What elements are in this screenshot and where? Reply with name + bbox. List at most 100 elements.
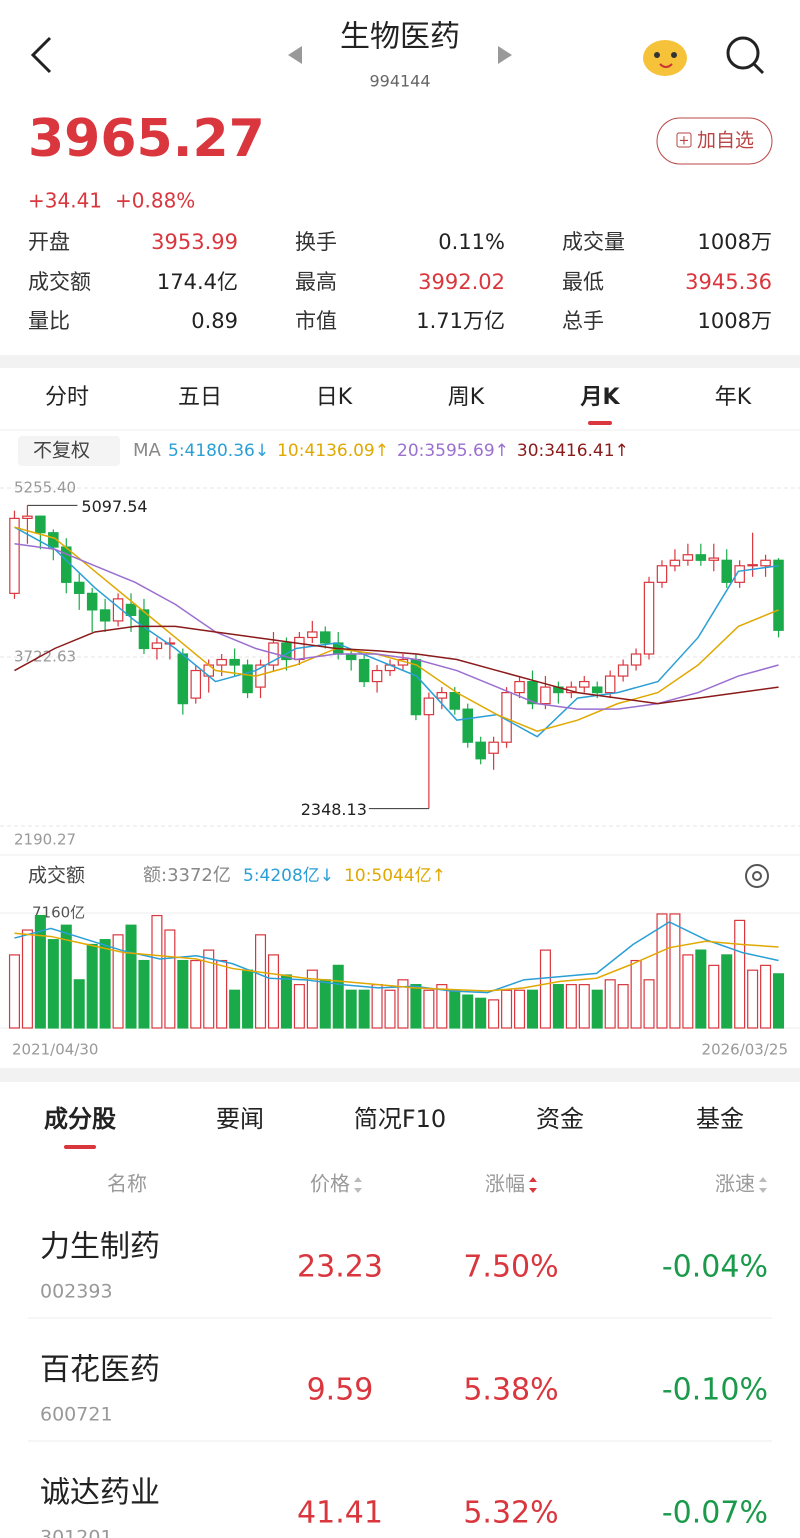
stock-price: 23.23 — [297, 1250, 383, 1285]
list-tab[interactable]: 资金 — [536, 1105, 584, 1133]
volume-ma-legend: 5:4208亿↓ — [243, 866, 334, 886]
candle-body — [682, 554, 694, 561]
ma-line — [14, 921, 779, 994]
ma-legend: 20:3595.69↑ — [397, 441, 509, 461]
ma-line — [14, 932, 779, 992]
candle-body — [436, 691, 448, 699]
ma-line — [14, 542, 779, 710]
x-tick-label: 2026/03/25 — [702, 1041, 788, 1059]
volume-bar — [99, 939, 111, 1029]
stat-label: 换手 — [295, 230, 337, 254]
candle-body — [22, 515, 33, 519]
period-tab[interactable]: 五日 — [178, 385, 222, 410]
list-tab[interactable]: 要闻 — [216, 1105, 264, 1133]
candle-body — [475, 741, 486, 760]
volume-bar — [358, 989, 370, 1029]
sort-icon — [759, 1177, 767, 1193]
volume-ma-legend: 10:5044亿↑ — [344, 866, 446, 886]
watch-button[interactable] — [656, 117, 773, 165]
adjust[interactable]: 不复权 — [33, 440, 90, 462]
volume-bar — [345, 989, 357, 1029]
settings-icon[interactable] — [745, 864, 769, 888]
period-tab[interactable]: 周K — [448, 385, 485, 410]
back-button[interactable] — [30, 36, 52, 74]
period-tab[interactable]: 日K — [316, 385, 353, 410]
volume-bar — [578, 984, 590, 1029]
y-tick-label: 3722.63 — [14, 648, 76, 666]
list-tab[interactable]: 简况F10 — [354, 1105, 446, 1133]
volume-bar — [229, 989, 241, 1029]
stock-name[interactable]: 力生制药 — [40, 1230, 160, 1265]
next-arrow[interactable] — [498, 46, 512, 64]
stat-label: 量比 — [28, 309, 70, 333]
period-tab[interactable]: 年K — [715, 385, 752, 410]
prev-arrow[interactable] — [288, 46, 302, 64]
candle-body — [35, 515, 46, 534]
volume-legend: 额:3372亿 — [143, 865, 231, 886]
list-header[interactable]: 涨速 — [715, 1172, 755, 1196]
candle-body — [371, 669, 383, 683]
tab-indicator — [64, 1145, 96, 1149]
sort-icon — [529, 1177, 537, 1193]
candle-body — [449, 691, 461, 710]
stat-value: 1008万 — [698, 309, 772, 333]
candle-body — [423, 697, 435, 716]
volume-bar — [280, 974, 292, 1029]
period-tab[interactable]: 分时 — [45, 385, 89, 410]
change: +34.41 — [28, 189, 102, 213]
ma-legend: 5:4180.36↓ — [168, 441, 269, 461]
list-header: 名称 — [107, 1172, 147, 1196]
volume-bar — [410, 984, 422, 1029]
adjust-box[interactable] — [18, 436, 120, 466]
candle-body — [229, 658, 240, 666]
volume-bar — [604, 979, 616, 1029]
volume-bar — [449, 989, 461, 1029]
stock-name[interactable]: 百花医药 — [40, 1353, 160, 1388]
list-header[interactable]: 价格 — [310, 1172, 350, 1196]
volume-bar — [630, 959, 642, 1029]
stock-speed: -0.10% — [662, 1373, 768, 1408]
list-header[interactable]: 涨幅 — [485, 1172, 525, 1196]
volume-title[interactable]: 成交额 — [28, 865, 85, 887]
candle-body — [242, 664, 253, 694]
period-tab[interactable]: 月K — [579, 385, 620, 410]
candle-body — [656, 565, 668, 583]
candle-body — [695, 554, 707, 561]
stock-name[interactable]: 诚达药业 — [40, 1476, 160, 1511]
stock-change: 7.50% — [463, 1250, 558, 1285]
stat-value: 174.4亿 — [157, 270, 238, 294]
list-tab[interactable]: 基金 — [696, 1105, 744, 1133]
candle-body — [151, 642, 163, 650]
search-button[interactable] — [726, 36, 765, 75]
candle-body — [760, 559, 771, 567]
title: 生物医药 — [340, 20, 460, 55]
volume-bar — [760, 964, 772, 1029]
volume-bar — [73, 979, 85, 1029]
volume-bar — [151, 914, 163, 1029]
volume-bar — [255, 934, 267, 1029]
mascot[interactable] — [643, 40, 687, 76]
candle-body — [747, 564, 758, 567]
volume-bar — [682, 954, 694, 1029]
volume-bar — [643, 979, 655, 1029]
volume-bar — [436, 984, 448, 1029]
volume-bar — [695, 949, 707, 1029]
volume-bar — [371, 984, 383, 1029]
volume-bar — [190, 959, 202, 1029]
volume-bar — [293, 984, 305, 1029]
candle-body — [630, 653, 642, 666]
volume-bar — [216, 959, 228, 1029]
tab-indicator — [588, 421, 612, 425]
list-tab[interactable]: 成分股 — [44, 1105, 116, 1133]
candle-body — [358, 658, 370, 683]
stat-label: 最高 — [295, 270, 337, 294]
candle-body — [125, 603, 137, 617]
candle-body — [579, 680, 590, 688]
watch-label[interactable]: 加自选 — [697, 130, 754, 152]
candle-body — [643, 581, 655, 655]
stock-change: 5.38% — [463, 1373, 558, 1408]
volume-bar — [539, 949, 551, 1029]
candle-body — [721, 559, 732, 583]
separator — [0, 1068, 800, 1082]
